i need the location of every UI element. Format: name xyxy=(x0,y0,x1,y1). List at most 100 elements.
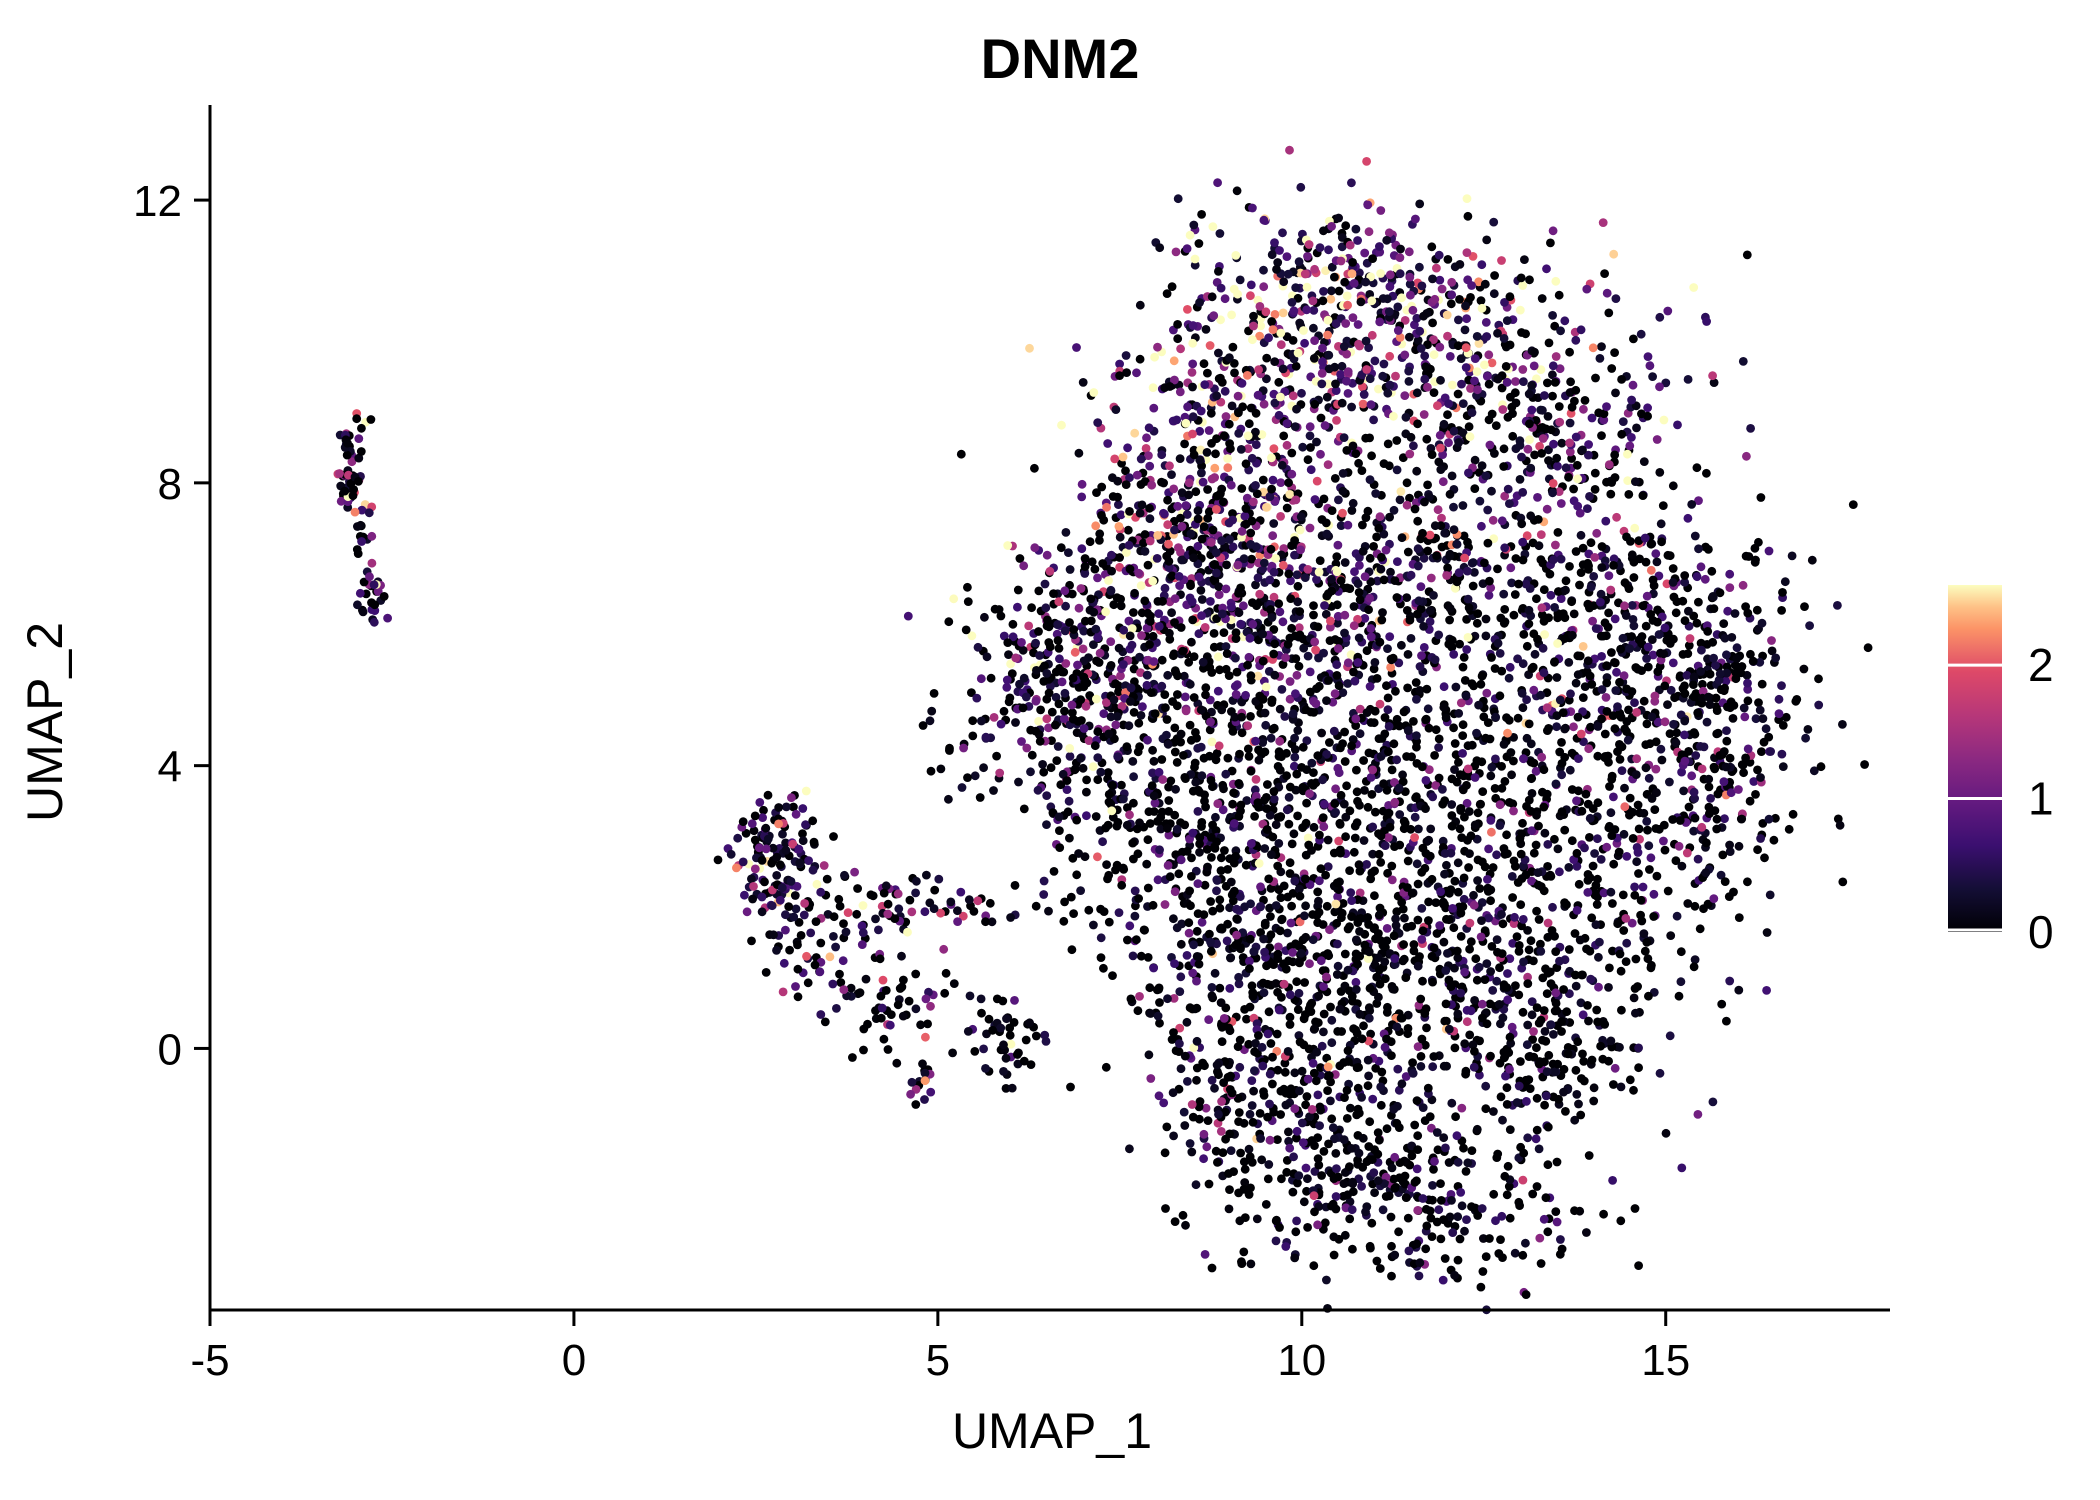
cell-point xyxy=(1540,1100,1549,1110)
cell-point xyxy=(1121,480,1131,489)
cell-point xyxy=(781,845,791,855)
cell-point xyxy=(1183,402,1192,412)
cell-point xyxy=(1285,782,1295,792)
cell-point xyxy=(859,1045,868,1055)
cell-point xyxy=(1057,420,1066,430)
cell-point xyxy=(1683,899,1693,908)
cell-point xyxy=(963,1027,973,1036)
cell-point xyxy=(1666,931,1676,940)
cell-point xyxy=(1343,1190,1352,1200)
cell-point xyxy=(1233,1094,1243,1103)
cell-point xyxy=(1332,970,1342,979)
cell-point xyxy=(1355,729,1365,739)
cell-point xyxy=(1216,315,1225,325)
cell-point xyxy=(1354,860,1364,870)
cell-point xyxy=(791,982,800,991)
cell-point xyxy=(1413,419,1422,429)
cell-point xyxy=(1503,484,1513,494)
cell-point xyxy=(1769,835,1779,845)
cell-point xyxy=(1117,780,1126,790)
cell-point xyxy=(1663,700,1672,709)
cell-point xyxy=(1235,749,1244,759)
cell-point xyxy=(1536,690,1546,700)
cell-point xyxy=(1459,894,1469,904)
cell-point xyxy=(1194,239,1204,248)
cell-point xyxy=(1514,579,1523,589)
cell-point xyxy=(1019,1056,1029,1066)
cell-point xyxy=(1199,359,1209,369)
cell-point xyxy=(1329,726,1339,736)
cell-point xyxy=(747,874,756,884)
cell-point xyxy=(1076,584,1086,593)
cell-point xyxy=(1021,1035,1031,1045)
cell-point xyxy=(1684,641,1694,650)
cell-point xyxy=(1211,812,1220,822)
cell-point xyxy=(1142,680,1152,690)
cell-point xyxy=(1233,289,1242,299)
cell-point xyxy=(1404,366,1414,376)
cell-point xyxy=(1306,443,1315,452)
cell-point xyxy=(1349,602,1359,611)
cell-point xyxy=(1692,618,1702,628)
cell-point xyxy=(1395,495,1405,505)
cell-point xyxy=(973,896,983,906)
cell-point xyxy=(1648,372,1657,381)
cell-point xyxy=(1433,505,1443,515)
cell-point xyxy=(1670,693,1679,703)
cell-point xyxy=(1543,378,1552,388)
cell-point xyxy=(1339,433,1349,442)
cell-point xyxy=(1583,888,1593,897)
cell-point xyxy=(1041,1037,1051,1046)
cell-point xyxy=(1538,423,1547,432)
cell-point xyxy=(1602,477,1611,487)
cell-point xyxy=(1510,1248,1520,1258)
cell-point xyxy=(1531,1134,1541,1144)
cell-point xyxy=(1302,765,1312,774)
cell-point xyxy=(1665,1031,1675,1041)
cell-point xyxy=(1623,735,1633,745)
cell-point xyxy=(1376,936,1386,945)
cell-point xyxy=(1223,463,1233,473)
cell-point xyxy=(1629,993,1639,1003)
cell-point xyxy=(1033,785,1043,795)
cell-point xyxy=(1197,595,1207,604)
cell-point xyxy=(1327,574,1336,584)
cell-point xyxy=(1326,294,1336,304)
cell-point xyxy=(1145,640,1154,649)
cell-point xyxy=(793,992,803,1002)
cell-point xyxy=(1529,629,1539,639)
cell-point xyxy=(1469,900,1479,910)
cell-point xyxy=(379,592,389,601)
cell-point xyxy=(1323,1086,1332,1095)
cell-point xyxy=(1551,999,1561,1008)
cell-point xyxy=(1623,476,1633,485)
cell-point xyxy=(1475,496,1485,506)
cell-point xyxy=(1015,679,1024,689)
cell-point xyxy=(1227,602,1236,612)
cell-point xyxy=(1368,254,1377,263)
cell-point xyxy=(1576,729,1586,739)
cell-point xyxy=(1003,541,1013,550)
cell-point xyxy=(1324,245,1333,255)
cell-point xyxy=(1211,449,1220,459)
cell-point xyxy=(1671,856,1681,866)
cell-point xyxy=(1465,918,1475,928)
cell-point xyxy=(1422,1023,1431,1033)
cell-point xyxy=(1704,545,1713,554)
cell-point xyxy=(876,1013,886,1023)
cell-point xyxy=(1415,662,1425,671)
cell-point xyxy=(1287,448,1297,458)
cell-point xyxy=(1383,868,1392,878)
cell-point xyxy=(755,798,765,807)
cell-point xyxy=(1466,384,1475,393)
cell-point xyxy=(353,549,363,558)
cell-point xyxy=(1256,902,1265,911)
cell-point xyxy=(1467,281,1476,290)
cell-point xyxy=(1642,937,1652,947)
cell-point xyxy=(789,802,798,812)
cell-point xyxy=(1346,1103,1355,1113)
cell-point xyxy=(1255,331,1264,341)
cell-point xyxy=(981,917,990,927)
cell-point xyxy=(1359,836,1369,845)
cell-point xyxy=(1051,720,1060,730)
